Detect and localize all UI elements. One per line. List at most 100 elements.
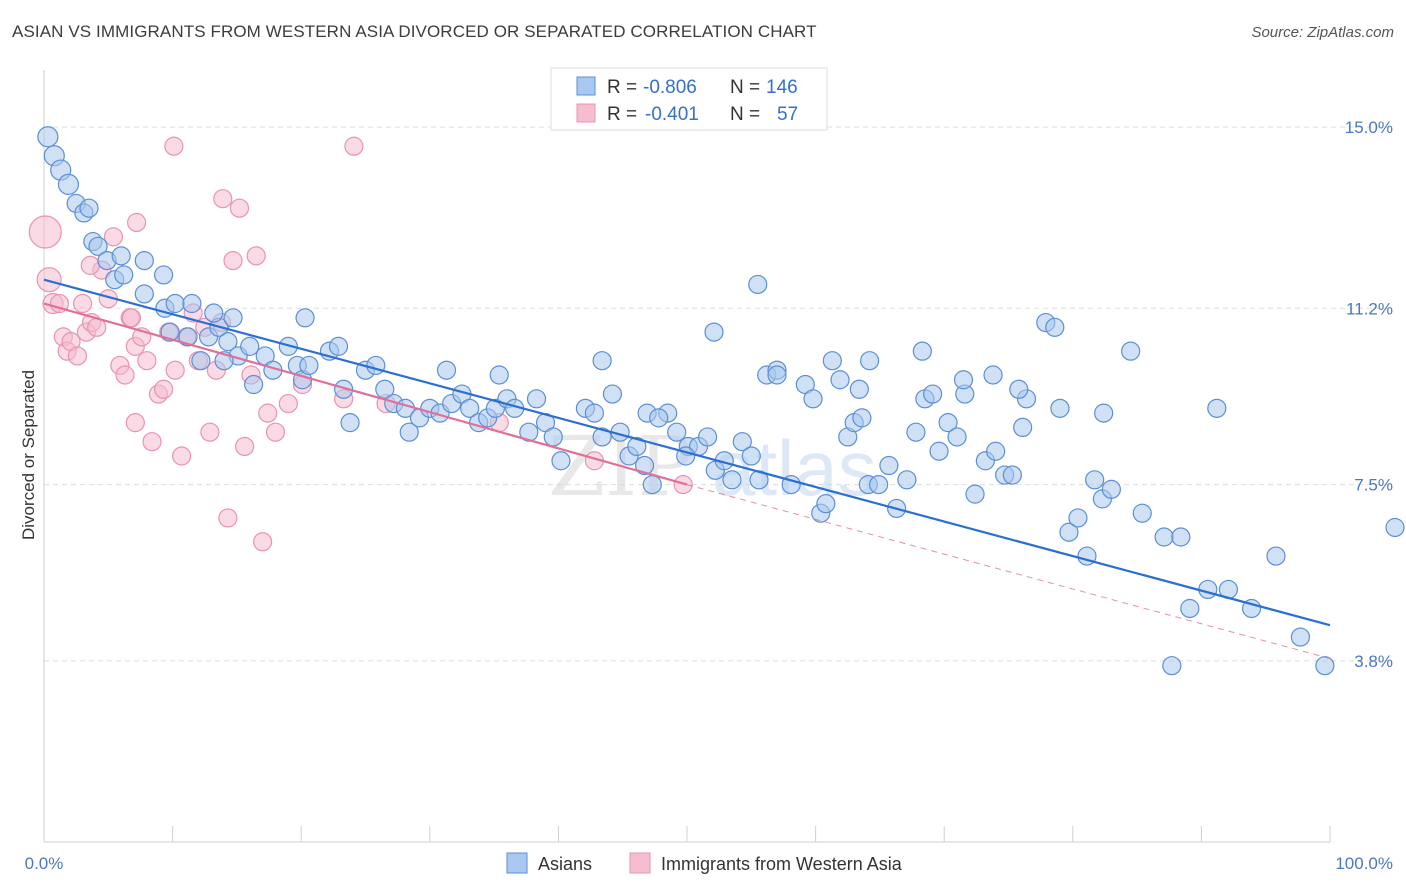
western-asia-point-35 [223, 251, 243, 271]
tick-labels: 3.8% 7.5% 11.2% 15.0% 0.0% 100.0% [25, 118, 1393, 873]
asians-point-131 [1198, 579, 1218, 600]
western-asia-point-20 [137, 351, 157, 371]
legend-r-label-western-asia: R = [607, 104, 637, 125]
asians-point-24 [223, 308, 243, 328]
western-asia-point-46 [344, 136, 364, 156]
asians-point-13 [114, 265, 134, 285]
asians-point-123 [1085, 470, 1105, 490]
asians-point-152 [649, 408, 669, 428]
western-asia-point-40 [253, 532, 273, 552]
asians-point-51 [436, 360, 457, 380]
asians-point-128 [1162, 656, 1182, 676]
asians-point-106 [929, 441, 949, 461]
western-asia-point-7 [67, 346, 88, 366]
trend-line-western-asia [43, 302, 688, 486]
asians-point-3 [57, 173, 80, 195]
asians-point-54 [460, 398, 480, 418]
asians-point-76 [667, 422, 687, 442]
bottom-legend-swatch-western-asia [629, 852, 651, 874]
trend-line-asians [43, 278, 1331, 627]
y-tick-label-0: 3.8% [1354, 652, 1393, 671]
western-asia-point-25 [165, 360, 185, 380]
asians-point-121 [1068, 508, 1088, 528]
western-asia-point-37 [235, 436, 255, 457]
x-tick-label-0: 0.0% [25, 854, 64, 873]
asians-point-134 [1290, 627, 1311, 647]
asians-point-110 [965, 484, 985, 504]
legend-swatch-asians [576, 76, 596, 96]
asians-point-0 [37, 126, 59, 148]
bottom-legend-label-asians: Asians [538, 854, 592, 874]
chart-source: Source: ZipAtlas.com [1251, 24, 1394, 41]
asians-point-140 [767, 365, 787, 385]
asians-point-37 [295, 308, 315, 328]
trend-line-western-asia-extension [686, 484, 1331, 660]
asians-point-68 [592, 427, 612, 447]
asians-point-130 [1180, 598, 1200, 619]
asians-point-19 [178, 327, 198, 347]
asians-point-30 [244, 374, 264, 395]
asians-point-41 [340, 413, 360, 433]
western-asia-point-52 [121, 308, 142, 328]
y-tick-label-2: 11.2% [1346, 299, 1393, 318]
legend-n-value-asians: 146 [766, 77, 798, 98]
asians-point-115 [1013, 417, 1033, 438]
western-asia-point-49 [213, 189, 233, 209]
western-asia-point-43 [278, 393, 298, 414]
asians-point-141 [849, 379, 869, 399]
asians-point-114 [1002, 465, 1022, 485]
western-asia-point-26 [172, 446, 192, 466]
asians-point-145 [983, 365, 1003, 385]
asians-point-65 [551, 451, 571, 471]
asians-point-43 [366, 355, 386, 376]
asians-point-23 [204, 303, 224, 323]
asians-point-138 [704, 322, 724, 342]
asians-point-127 [1154, 527, 1174, 547]
legend-r-value-western-asia: -0.401 [645, 104, 699, 125]
asians-point-15 [153, 265, 174, 285]
asians-point-146 [1009, 379, 1029, 399]
asians-point-40 [334, 379, 354, 399]
asians-point-36 [299, 355, 319, 376]
western-asia-point-50 [126, 212, 147, 233]
asians-point-20 [182, 293, 202, 314]
asians-point-136 [1385, 517, 1405, 538]
asians-point-135 [1315, 656, 1335, 676]
asians-point-64 [543, 427, 563, 447]
asians-point-74 [642, 474, 662, 495]
asians-point-100 [879, 455, 899, 476]
asians-point-90 [803, 389, 823, 409]
asians-point-118 [1045, 317, 1065, 337]
y-tick-label-1: 7.5% [1354, 476, 1393, 495]
western-asia-point-36 [229, 198, 250, 218]
western-asia-point-53 [125, 413, 145, 433]
asians-point-6 [79, 198, 99, 218]
western-asia-point-16 [115, 365, 135, 385]
asians-point-94 [830, 370, 850, 390]
asians-point-93 [822, 351, 842, 371]
asians-point-84 [741, 446, 761, 466]
trend-lines [43, 278, 1331, 660]
western-asia-point-34 [218, 508, 238, 528]
western-asia-point-0 [28, 215, 62, 249]
chart-title: ASIAN VS IMMIGRANTS FROM WESTERN ASIA DI… [12, 22, 817, 41]
asians-point-14 [134, 284, 154, 304]
asians-point-105 [923, 384, 943, 404]
western-asia-point-51 [80, 255, 100, 275]
asians-point-83 [732, 432, 752, 452]
asians-point-58 [489, 365, 509, 385]
asians-point-25 [191, 351, 211, 371]
asians-point-119 [1050, 398, 1070, 418]
asians-point-8 [88, 236, 108, 256]
asians-point-29 [240, 336, 260, 356]
asians-point-92 [816, 494, 836, 514]
western-asia-point-8 [72, 293, 93, 314]
western-asia-point-39 [246, 246, 266, 266]
asians-point-39 [328, 336, 349, 356]
y-axis-label: Divorced or Separated [19, 370, 38, 540]
western-asia-point-23 [153, 379, 174, 399]
asians-point-26 [218, 332, 238, 352]
legend-n-label-western-asia: N = [730, 104, 760, 125]
legend-r-label-asians: R = [607, 77, 637, 98]
